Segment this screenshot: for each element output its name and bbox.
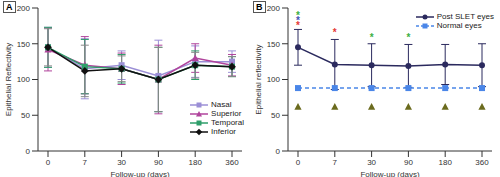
svg-text:90: 90 [404, 158, 413, 167]
svg-text:0: 0 [26, 147, 31, 156]
svg-text:7: 7 [83, 158, 88, 167]
svg-text:50: 50 [21, 111, 30, 120]
svg-text:*: * [370, 32, 374, 43]
svg-text:150: 150 [267, 40, 281, 49]
html-text:Superior: Superior [211, 109, 242, 118]
svg-text:360: 360 [475, 158, 489, 167]
svg-text:180: 180 [439, 158, 453, 167]
svg-text:Epithelial reflectivity: Epithelial reflectivity [254, 44, 263, 114]
svg-text:200: 200 [17, 4, 31, 13]
svg-text:100: 100 [17, 75, 31, 84]
svg-text:0: 0 [296, 158, 301, 167]
html-text:B: B [256, 2, 263, 12]
html-text:A: A [6, 2, 13, 12]
svg-text:50: 50 [271, 111, 280, 120]
svg-text:30: 30 [367, 158, 376, 167]
svg-text:*: * [406, 32, 410, 43]
svg-text:90: 90 [154, 158, 163, 167]
svg-text:7: 7 [333, 158, 338, 167]
svg-text:Follow-up (days): Follow-up (days) [110, 170, 169, 177]
svg-text:150: 150 [17, 40, 31, 49]
svg-text:180: 180 [189, 158, 203, 167]
svg-text:100: 100 [267, 75, 281, 84]
svg-text:*: * [333, 27, 337, 38]
svg-text:30: 30 [117, 158, 126, 167]
svg-text:Epithelial Reflectivity: Epithelial Reflectivity [8, 43, 13, 116]
svg-text:*: * [296, 20, 300, 31]
svg-text:360: 360 [225, 158, 239, 167]
svg-text:200: 200 [267, 4, 281, 13]
svg-text:Follow-up (days): Follow-up (days) [360, 170, 419, 177]
svg-text:0: 0 [276, 147, 281, 156]
svg-text:0: 0 [46, 158, 51, 167]
html-text:Inferior: Inferior [211, 127, 236, 136]
html-text:Post SLET eyes: Post SLET eyes [436, 12, 494, 21]
html-text:Normal eyes: Normal eyes [436, 21, 482, 30]
html-text:Temporal: Temporal [211, 118, 244, 127]
html-text:Nasal: Nasal [211, 100, 232, 109]
